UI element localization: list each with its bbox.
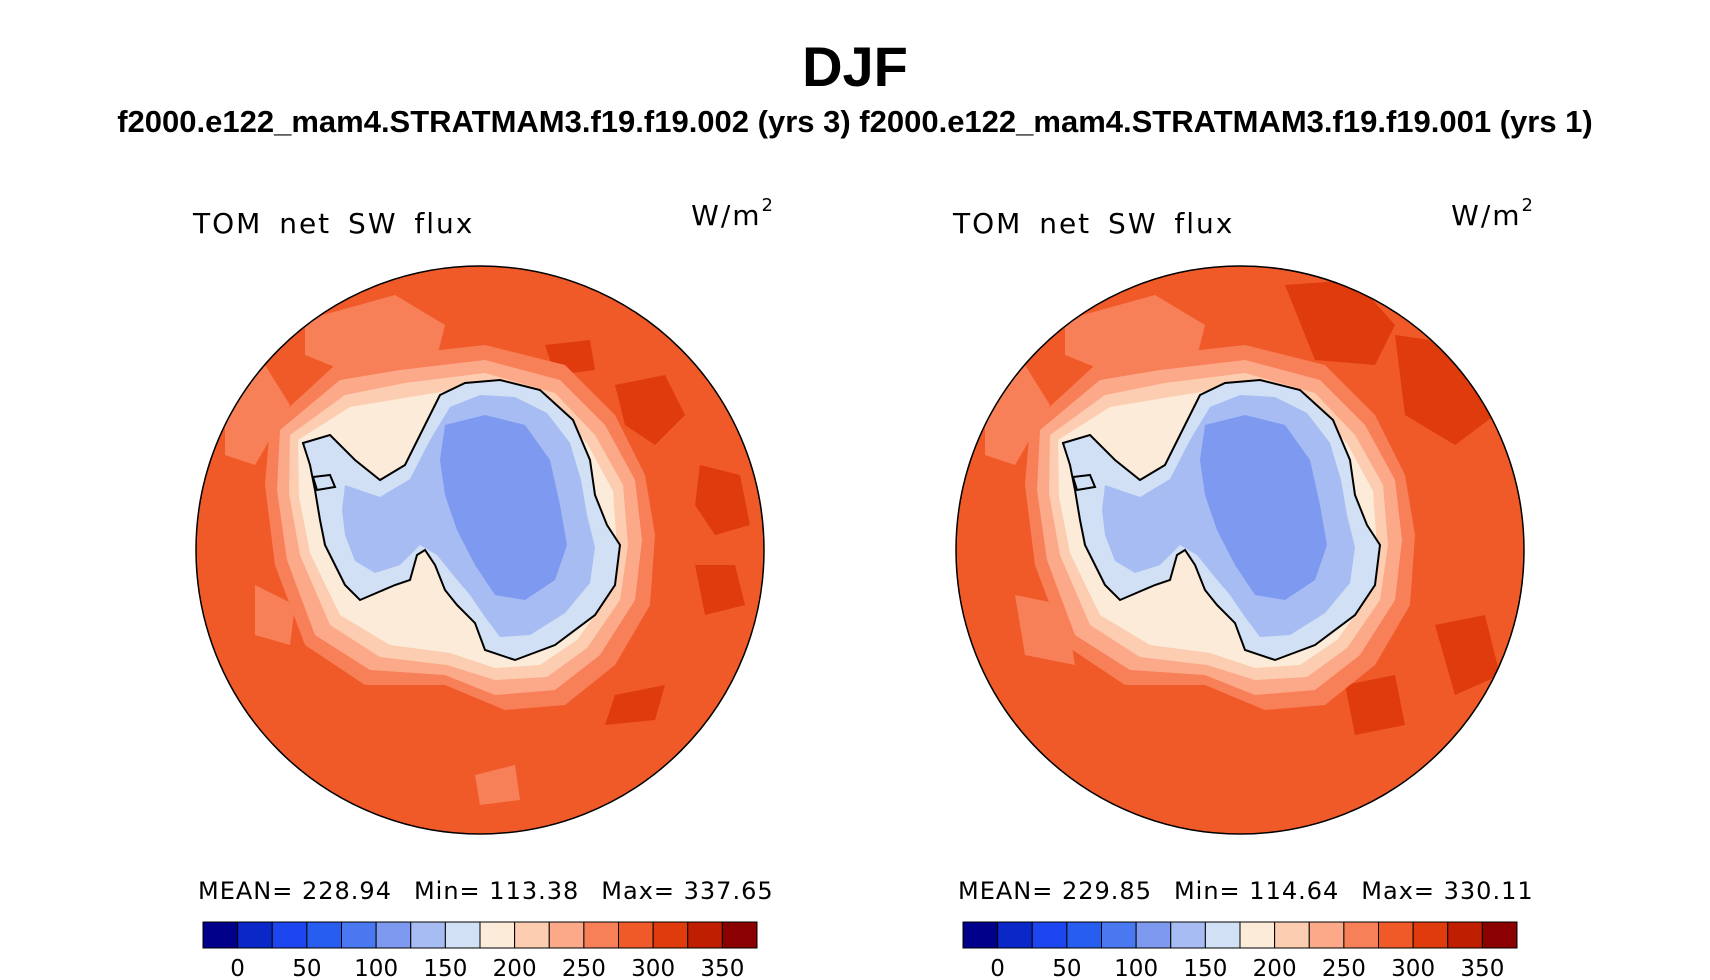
variable-label: TOM net SW flux (953, 207, 1235, 240)
map-border (195, 265, 765, 835)
colorbar-swatch (1066, 921, 1102, 949)
colorbar-tick-label: 300 (1391, 956, 1435, 980)
colorbar-swatch (237, 921, 273, 949)
colorbar: 0 50 100 150 200 250 300 350 (202, 921, 758, 980)
coastline (301, 378, 622, 662)
high-flux-patch (695, 565, 745, 615)
colorbar-tick-label: 350 (1460, 956, 1504, 980)
colorbar-swatch (1031, 921, 1068, 949)
colorbar-swatch (514, 921, 550, 949)
colorbar-swatch (583, 921, 619, 949)
map-panel-right: TOM net SW flux W/m2 MEAN= 229.85 Min= 11… (930, 190, 1610, 980)
colorbar-swatch (202, 921, 239, 949)
colorbar-tick-label: 50 (292, 956, 321, 980)
colorbar-tick-label: 100 (1114, 956, 1158, 980)
colorbar-tick-label: 350 (700, 956, 744, 980)
high-flux-patch (1285, 280, 1395, 365)
colorbar-swatch (687, 921, 723, 949)
high-flux-patch (605, 685, 665, 725)
stats-line: MEAN= 229.85 Min= 114.64 Max= 330.11 (958, 877, 1538, 905)
colorbar-swatch (721, 921, 758, 949)
colorbar-swatch (1274, 921, 1310, 949)
colorbar-tick-label: 200 (1253, 956, 1297, 980)
stats-line: MEAN= 228.94 Min= 113.38 Max= 337.65 (198, 877, 778, 905)
colorbar-swatch (652, 921, 689, 949)
max-value: Max= 330.11 (1361, 877, 1534, 905)
units-label: W/m2 (691, 195, 775, 232)
min-value: Min= 113.38 (413, 877, 580, 905)
colorbar-swatch (479, 921, 516, 949)
mean-value: MEAN= 228.94 (198, 877, 392, 905)
colorbar-swatch (1170, 921, 1206, 949)
colorbar-tick-label: 100 (354, 956, 398, 980)
high-flux-patch (1345, 675, 1405, 735)
colorbar: 0 50 100 150 200 250 300 350 (962, 921, 1518, 980)
colorbar-swatch (1135, 921, 1172, 949)
colorbar-swatch (271, 921, 308, 949)
high-flux-patch (1435, 615, 1500, 695)
units-label: W/m2 (1451, 195, 1535, 232)
colorbar-swatch (306, 921, 342, 949)
plot-subtitle: f2000.e122_mam4.STRATMAM3.f19.f19.002 (y… (117, 104, 1593, 139)
colorbar-tick-label: 0 (990, 956, 1005, 980)
high-flux-patch (695, 465, 750, 535)
high-flux-patch (615, 375, 685, 445)
coastline-island (1071, 473, 1097, 492)
polar-map (195, 265, 765, 835)
colorbar-tick-label: 50 (1052, 956, 1081, 980)
colorbar-swatch (962, 921, 999, 949)
colorbar-swatch (1481, 921, 1518, 949)
map-border (955, 265, 1525, 835)
colorbar-swatch (375, 921, 412, 949)
colorbar-swatch (1343, 921, 1379, 949)
colorbar-swatch (444, 921, 481, 949)
ice-sheet-core (440, 415, 567, 600)
colorbar-swatch (548, 921, 585, 949)
colorbar-swatch (1378, 921, 1414, 949)
colorbar-swatch (341, 921, 377, 949)
low-flux-patch (255, 585, 295, 645)
colorbar-swatch (1101, 921, 1137, 949)
variable-label: TOM net SW flux (193, 207, 475, 240)
low-flux-patch (475, 765, 520, 805)
colorbar-tick-label: 150 (423, 956, 467, 980)
colorbar-swatch (410, 921, 446, 949)
colorbar-tick-label: 150 (1183, 956, 1227, 980)
colorbar-swatch (1308, 921, 1345, 949)
map-panel-left: TOM net SW flux W/m2 (170, 190, 850, 980)
polar-map (955, 265, 1525, 835)
colorbar-swatch (1447, 921, 1483, 949)
colorbar-tick-label: 250 (1322, 956, 1366, 980)
colorbar-tick-label: 250 (562, 956, 606, 980)
max-value: Max= 337.65 (601, 877, 774, 905)
colorbar-swatch (1239, 921, 1276, 949)
colorbar-swatch (1412, 921, 1449, 949)
ice-sheet-core (1200, 415, 1327, 600)
colorbar-swatch (997, 921, 1033, 949)
min-value: Min= 114.64 (1173, 877, 1340, 905)
colorbar-tick-label: 200 (493, 956, 537, 980)
colorbar-swatch (618, 921, 654, 949)
plot-title: DJF (802, 35, 908, 98)
coastline (1061, 378, 1382, 662)
colorbar-tick-label: 300 (631, 956, 675, 980)
colorbar-tick-label: 0 (230, 956, 245, 980)
mean-value: MEAN= 229.85 (958, 877, 1152, 905)
coastline-island (311, 473, 337, 492)
colorbar-swatch (1204, 921, 1241, 949)
